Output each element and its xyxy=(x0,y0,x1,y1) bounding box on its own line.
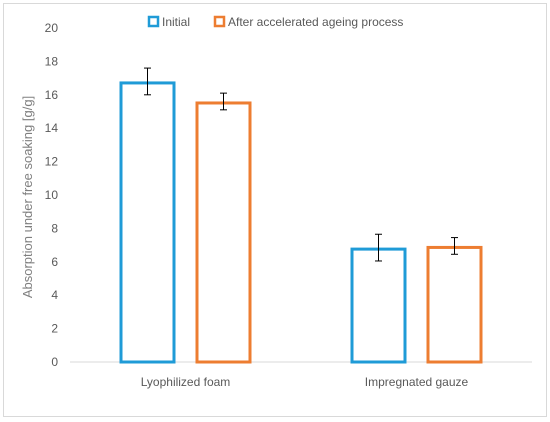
y-tick-label-16: 16 xyxy=(45,88,59,102)
y-tick-label-4: 4 xyxy=(51,288,58,302)
x-category-label-1: Impregnated gauze xyxy=(365,375,469,389)
y-tick-label-10: 10 xyxy=(45,188,59,202)
category-labels: Lyophilized foam Impregnated gauze xyxy=(141,375,469,389)
error-bar-lyophilized-foam-after-accelerated-ag xyxy=(220,92,227,111)
y-tick-label-12: 12 xyxy=(45,155,59,169)
error-bar-lyophilized-foam-initial xyxy=(144,67,151,96)
y-tick-label-0: 0 xyxy=(51,355,58,369)
y-axis-ticks: 0 2 4 6 8 10 12 14 16 18 20 xyxy=(45,21,59,369)
bar-lyophilized-foam-after-accelerated-ag xyxy=(195,101,252,364)
y-tick-label-18: 18 xyxy=(45,54,59,68)
y-tick-label-2: 2 xyxy=(51,322,58,336)
bar-lyophilized-foam-initial xyxy=(119,81,176,364)
legend-swatch-after-ageing xyxy=(213,15,226,28)
legend-swatch-initial xyxy=(147,15,160,28)
bars xyxy=(119,81,483,364)
error-bars xyxy=(144,67,458,262)
bar-impregnated-gauze-initial xyxy=(350,247,407,364)
y-tick-label-6: 6 xyxy=(51,255,58,269)
y-tick-label-14: 14 xyxy=(45,121,59,135)
legend-label-initial: Initial xyxy=(162,15,190,29)
legend: Initial After accelerated ageing process xyxy=(147,15,403,29)
legend-label-after-ageing: After accelerated ageing process xyxy=(228,15,403,29)
x-category-label-0: Lyophilized foam xyxy=(141,375,231,389)
error-bar-impregnated-gauze-initial xyxy=(375,233,382,262)
bar-impregnated-gauze-after-accelerated-ag xyxy=(426,245,483,364)
error-bar-impregnated-gauze-after-accelerated-ag xyxy=(451,237,458,255)
y-tick-label-20: 20 xyxy=(45,21,59,35)
y-tick-label-8: 8 xyxy=(51,221,58,235)
y-axis-title: Absorption under free soaking [g/g] xyxy=(20,96,35,298)
